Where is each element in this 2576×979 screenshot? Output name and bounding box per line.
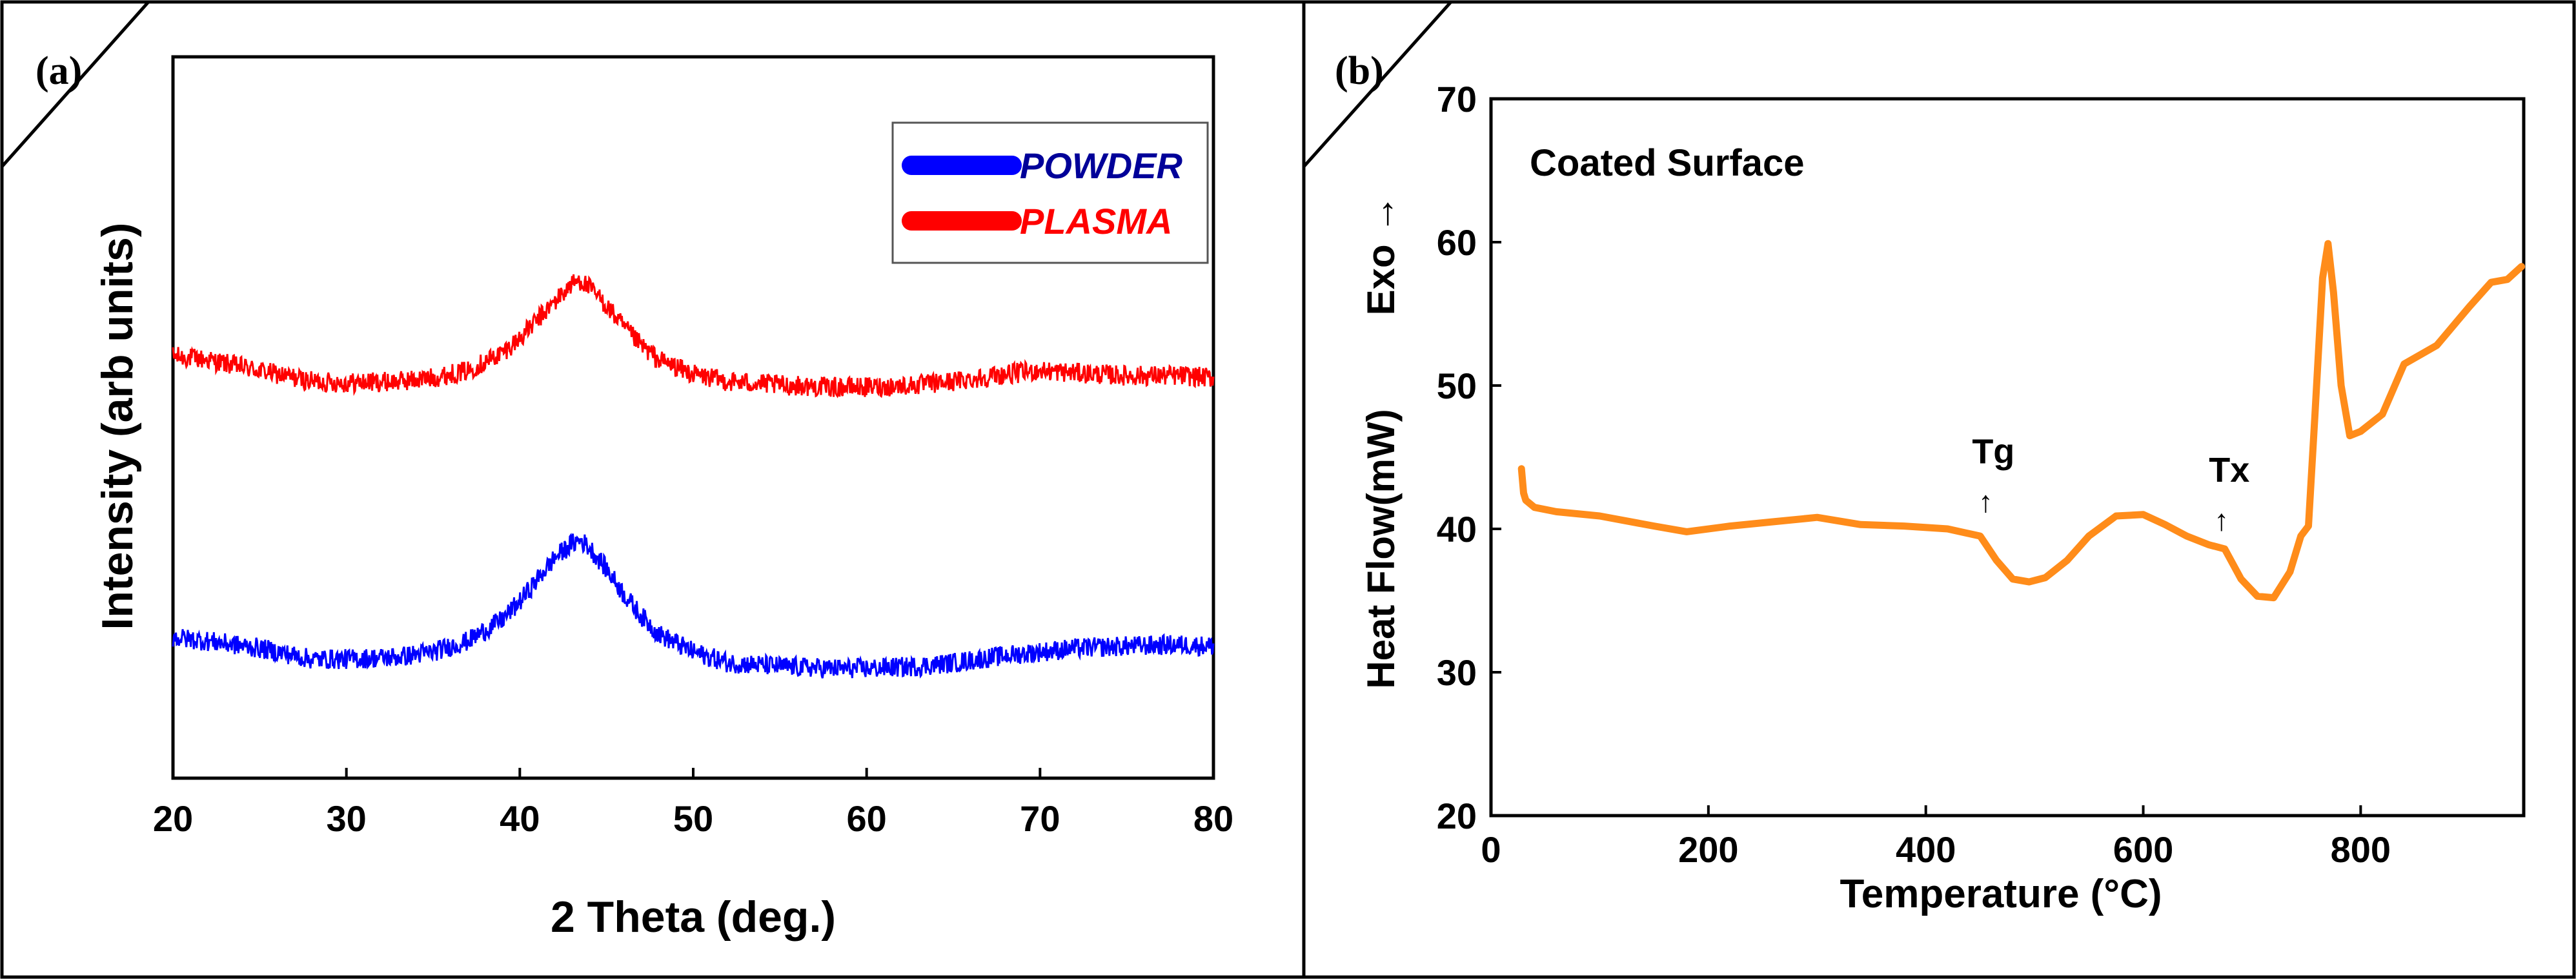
dsc-y-tick-label: 70 (1437, 79, 1477, 119)
dsc-exo-label: Exo → (1359, 195, 1403, 316)
dsc-x-tick-label: 800 (2331, 829, 2391, 870)
dsc-plot-frame (1489, 97, 2526, 818)
dsc-y-tick-label: 20 (1437, 796, 1477, 836)
xrd-x-tick-label: 70 (1020, 798, 1060, 839)
dsc-annotations: Tg ↑ Tx ↑ (1972, 432, 2249, 537)
dsc-x-ticks: 0 200 400 600 800 (1481, 805, 2391, 870)
dsc-x-axis-label: Temperature (°C) (1840, 872, 2162, 916)
panel-b-corner-line (1303, 1, 1452, 168)
dsc-y-tick-label: 50 (1437, 366, 1477, 406)
dsc-chart-title: Coated Surface (1530, 142, 1804, 184)
xrd-x-ticks: 20 30 40 50 60 70 80 (153, 768, 1233, 839)
xrd-x-tick-label: 20 (153, 798, 193, 839)
panel-b-label: (b) (1335, 49, 1384, 93)
panel-a-corner-line (1, 1, 150, 168)
xrd-x-tick-label: 30 (327, 798, 367, 839)
dsc-annotation-tg: Tg (1972, 432, 2014, 471)
dsc-y-tick-label: 30 (1437, 652, 1477, 693)
dsc-y-tick-label: 60 (1437, 222, 1477, 263)
xrd-x-tick-label: 60 (847, 798, 887, 839)
xrd-chart: 20 30 40 50 60 70 80 POWDER PLASMA 2 Theta (de… (93, 55, 1233, 942)
xrd-x-tick-label: 40 (500, 798, 540, 839)
dsc-x-tick-label: 600 (2113, 829, 2173, 870)
xrd-y-axis-label: Intensity (arb units) (93, 223, 142, 630)
dsc-annotation-arrow-icon: ↑ (2214, 503, 2229, 537)
dsc-y-tick-label: 40 (1437, 509, 1477, 550)
xrd-series-plasma (172, 274, 1215, 398)
xrd-series-group (172, 274, 1215, 679)
dsc-annotation-tx: Tx (2209, 451, 2249, 490)
xrd-legend-box (891, 121, 1209, 264)
legend-powder-label: POWDER (1020, 145, 1183, 186)
dsc-y-axis-label: Heat Flow(mW) (1359, 409, 1403, 688)
xrd-x-tick-label: 80 (1193, 798, 1233, 839)
dsc-series-curve (1517, 240, 2526, 602)
dsc-series-group (1517, 240, 2526, 602)
dsc-annotation-arrow-icon: ↑ (1978, 484, 1993, 518)
xrd-x-tick-label: 50 (673, 798, 713, 839)
dsc-y-ticks: 20 30 40 50 60 70 (1437, 79, 1501, 836)
dsc-x-tick-label: 0 (1481, 829, 1501, 870)
xrd-x-axis-label: 2 Theta (deg.) (551, 892, 836, 942)
dsc-x-tick-label: 200 (1678, 829, 1738, 870)
xrd-series-powder (172, 533, 1215, 679)
panel-a-label: (a) (35, 49, 82, 93)
dsc-chart: 0 200 400 600 800 20 30 40 50 60 70 Tg ↑ Tx ↑ Coated… (1359, 79, 2526, 916)
legend-plasma-label: PLASMA (1020, 201, 1172, 242)
dsc-x-tick-label: 400 (1896, 829, 1956, 870)
